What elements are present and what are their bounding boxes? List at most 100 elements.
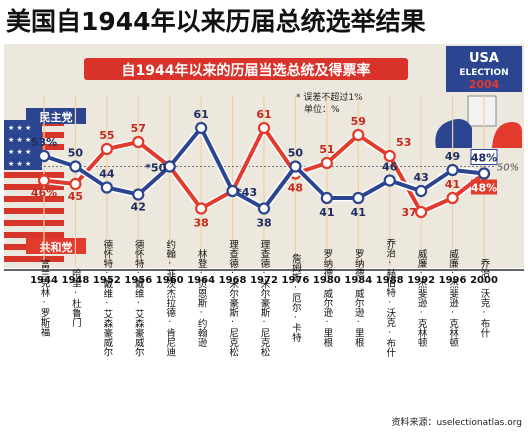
dem-data-label: 50 — [68, 147, 84, 160]
winner-name-column: 乔治·沃克·布什 — [479, 258, 491, 339]
x-tick-label: 2000 — [470, 275, 498, 286]
winner-name: 德怀特·戴维·艾森豪威尔 — [133, 239, 145, 357]
x-tick-label: 1972 — [250, 275, 278, 286]
x-tick-label: 1952 — [93, 275, 121, 286]
dem-data-label: *43 — [236, 186, 257, 199]
rep-point — [132, 135, 145, 149]
rep-point — [352, 128, 365, 142]
winner-name-column: 威廉·杰斐逊·克林顿 — [447, 248, 459, 348]
legend-dem-tag — [26, 108, 86, 124]
rep-data-label: 46% — [31, 187, 57, 200]
final-value-box — [470, 149, 498, 165]
winner-name-column: 富兰克林·罗斯福 — [39, 259, 51, 338]
legend-rep-tag — [26, 238, 86, 254]
winner-name-column: 乔治·赫伯特·沃克·布什 — [384, 238, 396, 358]
x-tick-label: 1948 — [62, 275, 90, 286]
legend-dem-label: 民主党 — [40, 110, 73, 124]
rep-point — [415, 205, 428, 219]
winner-name-column: 詹姆斯·厄尔·卡特 — [290, 253, 302, 342]
winner-name: 罗纳德·威尔逊·里根 — [353, 249, 365, 348]
winner-name: 德怀特·戴维·艾森豪威尔 — [101, 239, 113, 357]
dem-data-label: 61 — [193, 108, 208, 121]
dem-data-label: 46 — [382, 161, 398, 174]
badge-usa: USA — [469, 51, 499, 66]
rep-data-label: 38 — [193, 217, 208, 230]
dem-point — [226, 184, 239, 198]
dem-point — [132, 188, 145, 201]
plot-area: 50% 53% 50 44 42 *50 61 *43 38 50 41 41 46 43 49 48% 46%… — [31, 96, 519, 266]
dem-point — [69, 160, 82, 173]
usa-election-2004-badge: USA ELECTION 2004 — [435, 46, 522, 148]
rep-point — [195, 202, 208, 215]
dem-data-label: *50 — [145, 162, 166, 175]
badge-year: 2004 — [469, 78, 500, 91]
donkey-icon — [435, 119, 472, 148]
winner-name: 乔治·赫伯特·沃克·布什 — [384, 238, 396, 358]
winner-name: 罗纳德·威尔逊·里根 — [321, 249, 333, 348]
x-tick-label: 1988 — [376, 275, 404, 286]
rep-point — [100, 142, 113, 156]
rep-data-label: 51 — [319, 143, 334, 156]
winner-name: 哈里·杜鲁门 — [70, 268, 82, 328]
rep-data-label: 48 — [288, 182, 303, 195]
winner-name-column: 威廉·杰斐逊·克林顿 — [416, 248, 428, 348]
rep-point — [37, 174, 51, 187]
source-note: 资料来源：uselectionatlas.org — [391, 416, 522, 428]
dem-point — [100, 181, 113, 194]
x-tick-label: 1992 — [407, 275, 435, 286]
x-tick-label: 1980 — [313, 275, 341, 286]
final-value-box — [471, 179, 497, 195]
dem-data-label: 53% — [31, 136, 57, 149]
rep-data-label: 57 — [131, 122, 146, 135]
dem-data-label: 44 — [99, 168, 115, 181]
winner-names: 富兰克林·罗斯福 哈里·杜鲁门 德怀特·戴维·艾森豪威尔 德怀特·戴维·艾森豪威尔 约翰… — [39, 238, 491, 358]
winner-name: 理查德·米尔豪斯·尼克松 — [259, 240, 271, 358]
dem-data-label: 38 — [256, 217, 271, 230]
dem-point — [415, 184, 428, 198]
rep-point — [320, 156, 333, 170]
winner-name: 约翰·菲茨杰拉德·肯尼迪 — [164, 239, 176, 358]
rep-data-label: 37 — [401, 206, 416, 219]
winner-name-column: 理查德·米尔豪斯·尼克松 — [227, 240, 239, 358]
dem-data-label: 50 — [288, 147, 304, 160]
winner-name-column: 罗纳德·威尔逊·里根 — [353, 249, 365, 348]
winner-name-column: 罗纳德·威尔逊·里根 — [321, 249, 333, 348]
legend-rep-label: 共和党 — [40, 240, 73, 254]
svg-text:★ ★ ★: ★ ★ ★ — [8, 160, 31, 168]
x-tick-label: 1964 — [187, 275, 215, 286]
rep-point — [446, 191, 459, 205]
badge-election: ELECTION — [459, 68, 508, 78]
dem-data-label: 41 — [319, 206, 334, 219]
x-tick-label: 1956 — [124, 275, 152, 286]
us-flag-decoration: ★ ★ ★ ★ ★ ★ ★ ★ ★ ★ ★ ★ — [4, 120, 64, 262]
winner-name-column: 林登·贝恩斯·约翰逊 — [196, 248, 208, 348]
dem-point — [195, 121, 208, 135]
ballot-box-icon — [467, 95, 497, 127]
rep-data-label: 55 — [99, 129, 114, 142]
winner-name: 威廉·杰斐逊·克林顿 — [416, 248, 428, 348]
dem-point — [446, 163, 459, 177]
rep-data-label: 41 — [445, 178, 460, 191]
dem-data-label: 43 — [413, 171, 428, 184]
svg-text:★ ★ ★: ★ ★ ★ — [8, 136, 31, 144]
winner-name: 富兰克林·罗斯福 — [39, 259, 51, 338]
svg-text:★ ★ ★: ★ ★ ★ — [8, 124, 31, 132]
winner-name-column: 哈里·杜鲁门 — [70, 268, 82, 328]
x-tick-label: 1944 — [30, 275, 58, 286]
dem-point — [352, 191, 365, 205]
dem-data-label: 48% — [471, 152, 497, 165]
winner-name: 乔治·沃克·布什 — [479, 258, 491, 339]
winner-name-column: 德怀特·戴维·艾森豪威尔 — [133, 239, 145, 357]
x-tick-label: 1996 — [439, 275, 467, 286]
winner-name: 理查德·米尔豪斯·尼克松 — [227, 240, 239, 358]
x-axis-bar — [4, 270, 524, 288]
dem-point — [383, 174, 396, 187]
x-tick-label: 1984 — [344, 275, 372, 286]
dem-point — [289, 160, 302, 173]
dem-data-label: 42 — [131, 201, 146, 214]
x-tick-label: 1960 — [156, 275, 184, 286]
elephant-icon — [492, 122, 522, 148]
note-error-margin: * 误差不超过1% — [296, 91, 363, 103]
x-tick-label: 1968 — [219, 275, 247, 286]
chart-subtitle: 自1944年以来的历届当选总统及得票率 — [122, 62, 371, 79]
